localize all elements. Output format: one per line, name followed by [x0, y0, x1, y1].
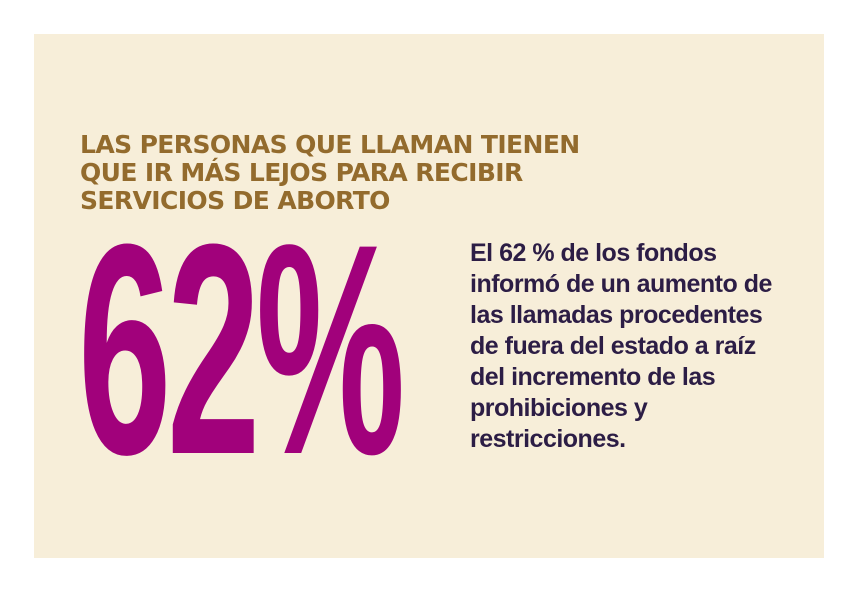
description-line: del incremento de las	[470, 363, 716, 391]
headline-line: SERVICIOS DE ABORTO	[80, 186, 390, 215]
description-line: informó de un aumento de	[470, 270, 772, 298]
headline-line: QUE IR MÁS LEJOS PARA RECIBIR	[80, 158, 523, 187]
headline: LAS PERSONAS QUE LLAMAN TIENEN QUE IR MÁ…	[80, 131, 580, 215]
description-line: restricciones.	[470, 425, 626, 453]
description-line: El 62 % de los fondos	[470, 239, 717, 267]
infographic-panel	[34, 34, 824, 558]
description-line: de fuera del estado a raíz	[470, 332, 756, 360]
description-line: las llamadas procedentes	[470, 301, 763, 329]
stat-value: 62%	[78, 181, 405, 517]
description-line: prohibiciones y	[470, 394, 648, 422]
stat-description: El 62 % de los fondos informó de un aume…	[470, 238, 772, 455]
headline-line: LAS PERSONAS QUE LLAMAN TIENEN	[80, 130, 580, 159]
